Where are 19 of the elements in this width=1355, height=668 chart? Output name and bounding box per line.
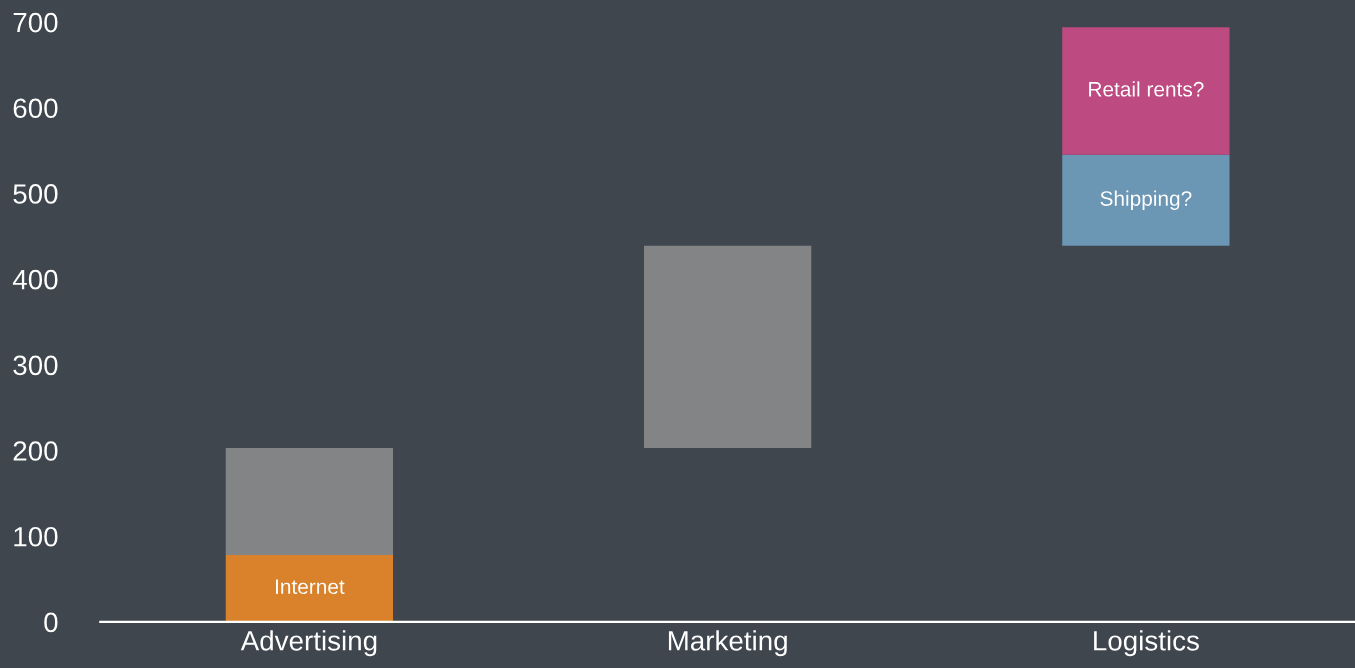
x-tick-label: Marketing	[668, 630, 787, 657]
y-tick-label: 500	[13, 184, 58, 204]
series-label: Shipping?	[1100, 190, 1192, 210]
y-tick-label: 0	[44, 612, 58, 633]
series-label: Retail rents?	[1089, 81, 1204, 97]
bar	[643, 245, 812, 448]
series-label: Internet	[275, 579, 345, 595]
bar	[1062, 27, 1230, 155]
x-tick-label: Logistics	[1094, 630, 1199, 657]
y-tick-label: 100	[14, 526, 58, 547]
bar	[1062, 154, 1230, 246]
bar	[225, 447, 394, 556]
x-tick-label: Advertising	[240, 630, 377, 657]
y-tick-label: 600	[13, 98, 58, 119]
y-tick-label: 700	[13, 12, 58, 33]
y-tick-label: 400	[12, 269, 58, 290]
y-tick-label: 200	[13, 441, 58, 461]
bar	[225, 555, 394, 622]
y-tick-label: 300	[13, 355, 58, 376]
